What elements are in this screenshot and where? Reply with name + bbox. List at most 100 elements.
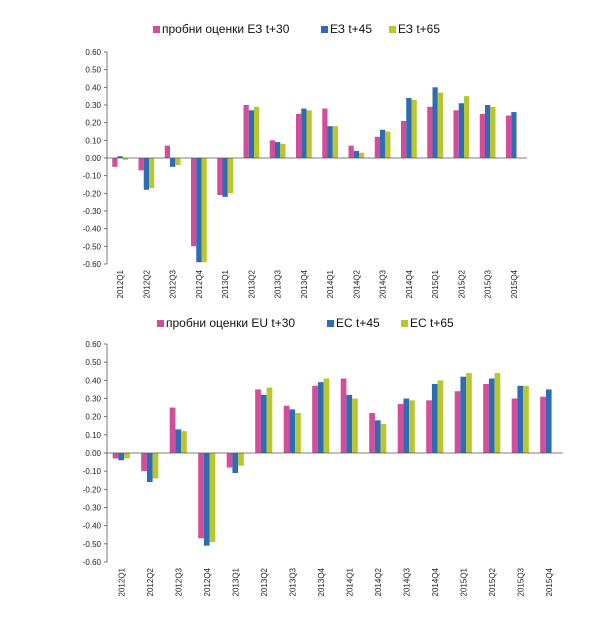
bar bbox=[346, 394, 353, 453]
chart-2-y-axis: 0.60 0.50 0.40 0.30 0.20 0.10 0.00 -0.10 -0.20 -0… bbox=[83, 340, 108, 567]
y-tick-label: -0.10 bbox=[83, 172, 102, 181]
bar bbox=[494, 373, 501, 453]
x-tick-label: 2014Q1 bbox=[345, 567, 354, 596]
chart-1-legend: пробни оценки ЕЗ t+30 ЕЗ t+45 ЕЗ t+65 bbox=[153, 22, 440, 36]
bar bbox=[255, 389, 261, 453]
bar bbox=[191, 158, 197, 247]
bar bbox=[124, 453, 130, 459]
bar bbox=[431, 383, 438, 453]
y-tick-label: -0.40 bbox=[83, 225, 102, 234]
chart-2: пробни оценки EU t+30 ЕС t+45 ЕС t+650.600… bbox=[83, 316, 563, 596]
bar bbox=[209, 453, 216, 543]
bar bbox=[401, 120, 407, 158]
x-tick-label: 2013Q4 bbox=[317, 567, 326, 596]
x-tick-label: 2012Q2 bbox=[146, 567, 155, 596]
bar bbox=[454, 391, 461, 453]
bar bbox=[222, 158, 228, 197]
bar bbox=[466, 373, 472, 453]
bar bbox=[201, 158, 207, 263]
bar bbox=[226, 453, 233, 468]
legend-swatch bbox=[153, 26, 160, 33]
legend-label: ЕЗ t+45 bbox=[330, 22, 372, 36]
bar bbox=[152, 453, 159, 479]
x-tick-label: 2014Q2 bbox=[352, 269, 361, 298]
bar bbox=[117, 156, 123, 158]
bar bbox=[254, 106, 260, 158]
bar bbox=[340, 378, 347, 453]
y-tick-label: -0.50 bbox=[83, 242, 102, 251]
bar bbox=[275, 142, 281, 158]
legend-label: пробни оценки EU t+30 bbox=[166, 316, 295, 330]
x-tick-label: 2012Q4 bbox=[195, 269, 204, 298]
y-tick-label: -0.20 bbox=[83, 189, 102, 198]
bar bbox=[460, 376, 467, 453]
bar bbox=[427, 106, 433, 158]
bar bbox=[545, 389, 552, 453]
bar bbox=[385, 131, 391, 158]
bar bbox=[380, 129, 386, 158]
y-tick-label: 0.50 bbox=[85, 66, 101, 75]
x-tick-label: 2015Q4 bbox=[510, 269, 519, 298]
x-tick-label: 2012Q2 bbox=[142, 269, 151, 298]
bar bbox=[511, 398, 518, 453]
y-tick-label: 0.60 bbox=[85, 340, 101, 349]
bar bbox=[138, 158, 144, 171]
x-tick-label: 2013Q2 bbox=[260, 567, 269, 596]
bar bbox=[374, 420, 381, 453]
bar bbox=[359, 152, 365, 158]
legend-swatch bbox=[401, 320, 408, 327]
bar bbox=[181, 431, 187, 453]
bar bbox=[403, 398, 410, 453]
bar bbox=[327, 126, 333, 158]
legend-label: ЕС t+65 bbox=[410, 316, 454, 330]
x-tick-label: 2014Q3 bbox=[402, 567, 411, 596]
chart-1-x-axis: 2012Q1 2012Q2 2012Q3 2012Q4 2013Q1 2013Q2 2013… bbox=[116, 269, 519, 298]
bar bbox=[149, 158, 155, 189]
x-tick-label: 2014Q3 bbox=[379, 269, 388, 298]
x-tick-label: 2015Q1 bbox=[459, 567, 468, 596]
y-tick-label: 0.60 bbox=[85, 48, 101, 57]
y-tick-label: 0.10 bbox=[85, 431, 101, 440]
bar bbox=[437, 92, 443, 158]
bar bbox=[323, 378, 330, 453]
bar bbox=[266, 387, 273, 453]
bar bbox=[217, 158, 223, 196]
bar bbox=[479, 113, 485, 158]
y-tick-label: 0.30 bbox=[85, 101, 101, 110]
bar bbox=[232, 453, 239, 473]
bar bbox=[196, 158, 202, 263]
y-tick-label: 0.40 bbox=[85, 376, 101, 385]
bar bbox=[143, 158, 149, 190]
x-tick-label: 2013Q1 bbox=[221, 269, 230, 298]
bar bbox=[306, 110, 312, 158]
bar bbox=[353, 150, 359, 158]
bar bbox=[511, 112, 517, 158]
bar bbox=[164, 145, 170, 158]
bar bbox=[483, 383, 489, 453]
bar bbox=[348, 145, 354, 158]
bar bbox=[175, 429, 182, 453]
y-tick-label: -0.20 bbox=[83, 485, 102, 494]
x-tick-label: 2012Q3 bbox=[174, 567, 183, 596]
x-tick-label: 2013Q3 bbox=[274, 269, 283, 298]
bar bbox=[296, 113, 302, 158]
legend-label: пробни оценки ЕЗ t+30 bbox=[162, 22, 290, 36]
x-tick-label: 2014Q1 bbox=[326, 269, 335, 298]
bar bbox=[301, 108, 307, 158]
y-tick-label: 0.20 bbox=[85, 413, 101, 422]
y-tick-label: 0.20 bbox=[85, 119, 101, 128]
bar bbox=[317, 382, 324, 453]
y-tick-label: 0.40 bbox=[85, 83, 101, 92]
x-tick-label: 2014Q4 bbox=[405, 269, 414, 298]
bar bbox=[322, 108, 328, 158]
x-tick-label: 2013Q2 bbox=[247, 269, 256, 298]
bar bbox=[490, 106, 496, 158]
bar bbox=[269, 140, 275, 158]
x-tick-label: 2015Q4 bbox=[545, 567, 554, 596]
bar bbox=[380, 423, 387, 453]
y-tick-label: 0.10 bbox=[85, 136, 101, 145]
legend-swatch bbox=[327, 320, 334, 327]
bar bbox=[170, 158, 176, 167]
x-tick-label: 2012Q1 bbox=[117, 567, 126, 596]
x-tick-label: 2015Q3 bbox=[484, 269, 493, 298]
